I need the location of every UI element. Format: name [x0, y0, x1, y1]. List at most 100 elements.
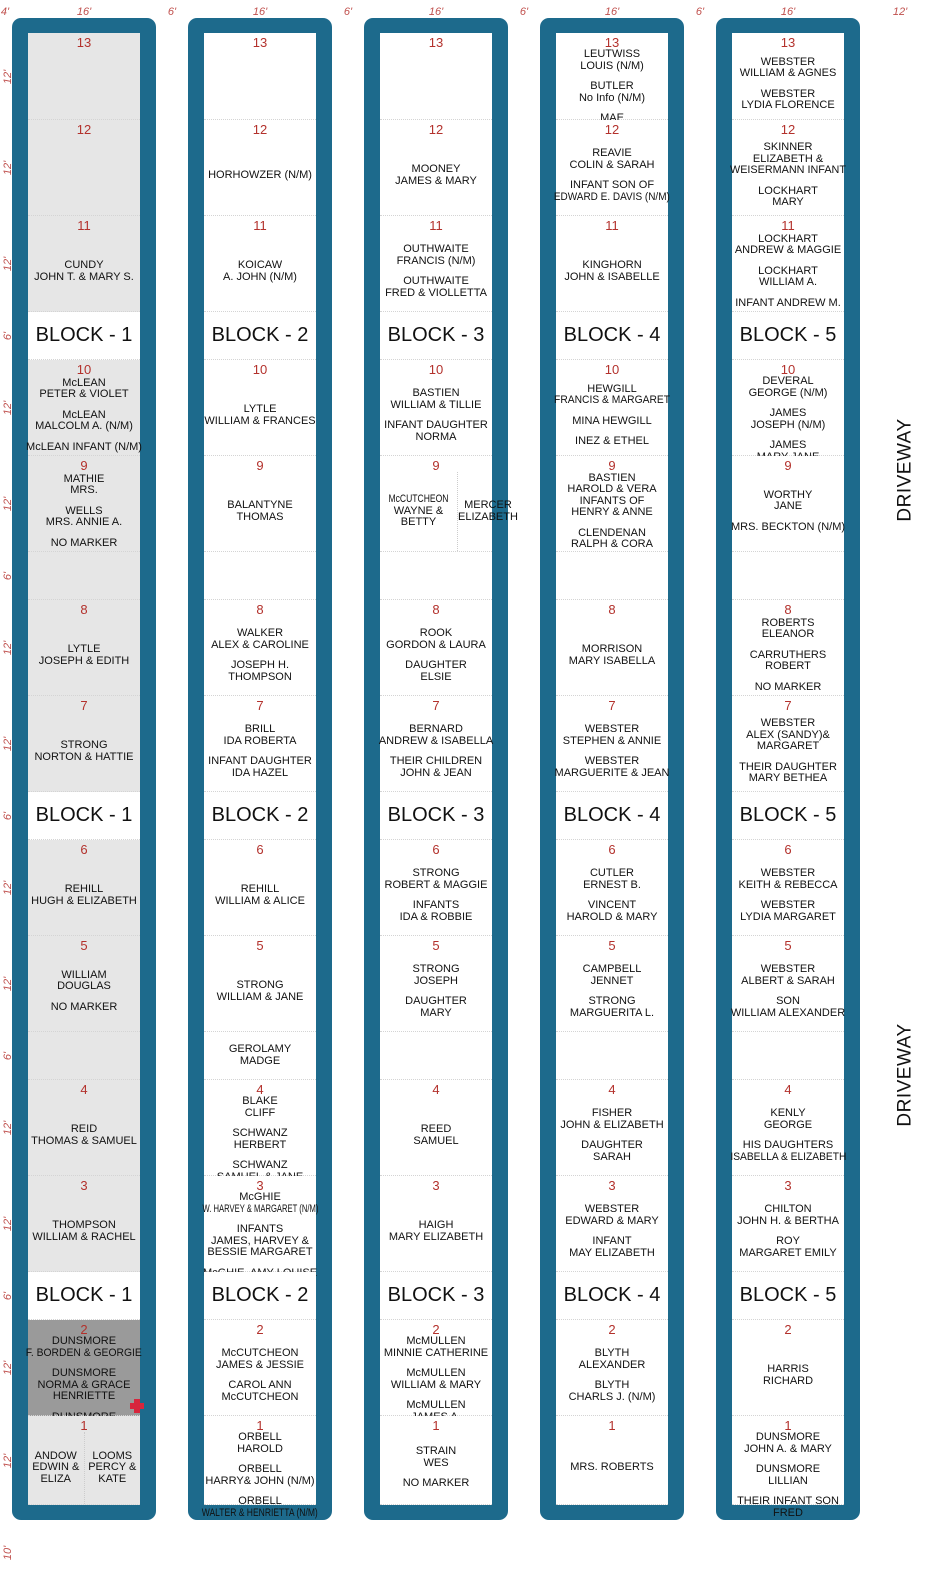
name-group: THEIR DAUGHTER MARY BETHEA	[739, 760, 837, 785]
name-group: WEBSTER MARGUERITE & JEAN	[555, 755, 670, 779]
name-line: ALEX (SANDY)&	[746, 728, 830, 741]
plot-number: 5	[256, 938, 264, 953]
name-line: WILLIAM & RACHEL	[32, 1230, 136, 1243]
plot: 11 OUTHWAITE FRANCIS (N/M) OUTHWAITE FRED & …	[380, 216, 492, 312]
plot: 11 KINGHORN JOHN & ISABELLE	[556, 216, 668, 312]
name-line: JOSEPH & EDITH	[38, 654, 130, 667]
name-line: INFANT DAUGHTER	[208, 755, 312, 767]
plot: 4 REID THOMAS & SAMUEL	[28, 1080, 140, 1176]
name-group: McLEAN INFANT (N/M)	[26, 441, 142, 454]
dimension-label: 6'	[519, 6, 529, 18]
names: THOMPSON WILLIAM & RACHEL	[28, 1192, 140, 1271]
names: McLEAN PETER & VIOLET McLEAN MALCOLM A. (N/…	[26, 376, 142, 455]
names: DEVERAL GEORGE (N/M) JAMES JOSEPH (N/M) JAME…	[732, 375, 844, 463]
plot-number: 4	[608, 1082, 616, 1097]
name-line: JAMES, HARVEY &	[210, 1234, 309, 1247]
name-line: ELSIE	[420, 670, 452, 683]
name-line: HORHOWZER (N/M)	[208, 168, 312, 181]
name-line: LOCKHART	[758, 264, 818, 277]
dimension-label: 6'	[167, 6, 177, 18]
dimension-label: 6'	[2, 571, 15, 581]
plot-number: 2	[256, 1322, 264, 1337]
name-line: WES	[423, 1456, 449, 1469]
name-line: WORTHY	[763, 488, 813, 501]
plot-number: 8	[80, 602, 88, 617]
names: WILLIAM DOUGLAS NO MARKER	[28, 952, 140, 1031]
names: McMULLEN MINNIE CATHERINE McMULLEN WILLIAM …	[380, 1335, 492, 1423]
names: STRONG ROBERT & MAGGIE INFANTS IDA & ROBBIE	[380, 856, 492, 935]
name-line: FRANCIS & MARGARET	[554, 394, 671, 406]
plot-number: 13	[428, 35, 444, 50]
name-line: WILLIAM & TILLIE	[390, 398, 482, 411]
name-line: CAROL ANN	[228, 1379, 292, 1391]
plot: 3 HAIGH MARY ELIZABETH	[380, 1176, 492, 1272]
dimension-label: 12'	[2, 496, 15, 512]
half-plot: McCUTCHEON WAYNE & BETTY	[380, 472, 457, 551]
name-line: THOMAS & SAMUEL	[31, 1134, 137, 1147]
plot-number: 10	[252, 362, 268, 377]
name-line: WILLIAM & MARY	[390, 1378, 482, 1391]
names: WEBSTER KEITH & REBECCA WEBSTER LYDIA MARGA…	[732, 856, 844, 935]
name-group: ANDOW EDWIN & ELIZA	[32, 1450, 79, 1486]
name-group: DUNSMORE F. BORDEN & GEORGIE	[22, 1335, 145, 1359]
plot-number: 11	[77, 218, 91, 233]
name-line: SCHWANZ	[232, 1127, 288, 1139]
names: WEBSTER ALEX (SANDY)& MARGARET THEIR DAUGHT…	[732, 712, 844, 791]
plot	[204, 552, 316, 600]
block-label-row: BLOCK - 1	[28, 1272, 140, 1320]
name-line: McLEAN	[62, 376, 106, 389]
names: HEWGILL FRANCIS & MARGARET MINA HEWGILL INE…	[554, 376, 671, 455]
plot: 5 CAMPBELL JENNET STRONG MARGUERITA L.	[556, 936, 668, 1032]
plot-number: 11	[253, 218, 267, 233]
name-line: MARY BETHEA	[748, 772, 828, 785]
plot-number: 4	[784, 1082, 792, 1097]
plot: 3 CHILTON JOHN H. & BERTHA ROY MARGARET EMIL…	[732, 1176, 844, 1272]
name-line: JOSEPH	[413, 974, 458, 987]
name-group: BLAKE CLIFF	[242, 1095, 277, 1119]
name-group: ORBELL WALTER & HENRIETTA (N/M)	[185, 1495, 335, 1519]
names: KOICAW A. JOHN (N/M)	[204, 232, 316, 311]
name-line: WILLIAM & AGNES	[739, 67, 837, 79]
plot: 4 FISHER JOHN & ELIZABETH DAUGHTER SARAH	[556, 1080, 668, 1176]
names: FISHER JOHN & ELIZABETH DAUGHTER SARAH	[556, 1096, 668, 1175]
name-group: DAUGHTER MARY	[405, 995, 467, 1019]
name-group: STRONG ROBERT & MAGGIE	[384, 867, 488, 891]
plot-number: 3	[784, 1178, 792, 1193]
names: WALKER ALEX & CAROLINE JOSEPH H. THOMPSON	[204, 616, 316, 695]
name-line: CHILTON	[764, 1203, 812, 1215]
plot-number: 1	[432, 1418, 440, 1433]
name-line: PETER & VIOLET	[39, 388, 129, 401]
name-group: WEBSTER EDWARD & MARY	[565, 1203, 659, 1227]
plot-number: 13	[252, 35, 268, 50]
name-group: WELLS MRS. ANNIE A.	[46, 505, 122, 529]
names: REED SAMUEL	[380, 1096, 492, 1175]
name-line: WALKER	[236, 627, 284, 639]
name-line: INFANT DAUGHTER	[384, 419, 488, 431]
names: McGHIE W. HARVEY & MARGARET (N/M) INFANTS J…	[202, 1191, 318, 1279]
name-group: BLYTH CHARLS J. (N/M)	[569, 1379, 656, 1403]
name-group: STRONG MARGUERITA L.	[570, 995, 654, 1019]
name-group: MINA HEWGILL	[572, 415, 651, 428]
name-line: JAMES	[769, 407, 807, 419]
names: MOONEY JAMES & MARY	[380, 136, 492, 215]
name-group: STRONG NORTON & HATTIE	[34, 739, 133, 763]
name-line: BASTIEN	[588, 471, 636, 484]
name-line: VINCENT	[587, 899, 637, 911]
name-line: ROBERT & MAGGIE	[384, 878, 488, 891]
name-line: THEIR DAUGHTER	[739, 760, 837, 773]
plot: 4 REED SAMUEL	[380, 1080, 492, 1176]
plot: 9 McCUTCHEON WAYNE & BETTY MERCER ELIZABETH	[380, 456, 518, 552]
name-group: WALKER ALEX & CAROLINE	[211, 627, 309, 651]
name-line: MAE	[600, 112, 624, 124]
name-group: HIS DAUGHTERS ISABELLA & ELIZABETH	[726, 1139, 851, 1163]
plot-number: 8	[608, 602, 616, 617]
name-group: INFANTS IDA & ROBBIE	[400, 899, 473, 923]
name-line: HEWGILL	[587, 382, 637, 395]
name-group: THEIR INFANT SON FRED	[737, 1495, 839, 1519]
plot: 9 WORTHY JANE MRS. BECKTON (N/M)	[731, 456, 845, 552]
name-group: DAUGHTER ELSIE	[405, 659, 467, 683]
names: OUTHWAITE FRANCIS (N/M) OUTHWAITE FRED & VI…	[380, 232, 492, 311]
dimension-label: 12'	[2, 1120, 15, 1136]
block-label-row: BLOCK - 3	[380, 312, 492, 360]
name-line: JANE	[773, 500, 803, 513]
